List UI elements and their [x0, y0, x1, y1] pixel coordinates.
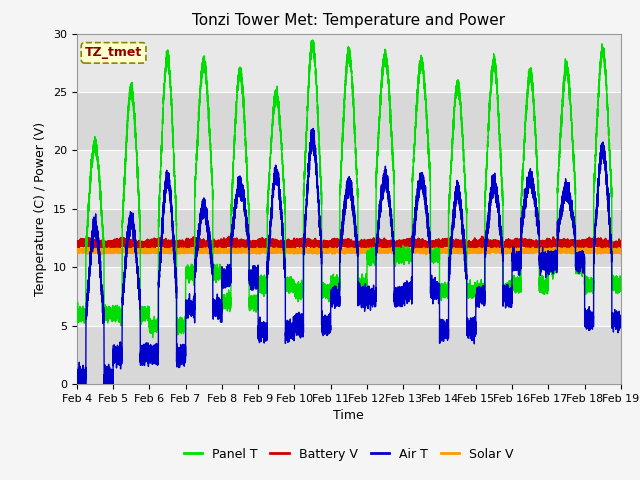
Panel T	[616, 285, 623, 291]
Title: Tonzi Tower Met: Temperature and Power: Tonzi Tower Met: Temperature and Power	[192, 13, 506, 28]
Air T	[609, 329, 617, 335]
Solar V	[317, 249, 325, 255]
Bar	[77, 267, 621, 325]
Solar V	[551, 252, 559, 257]
Air T	[561, 196, 568, 202]
Solar V	[568, 244, 576, 250]
Panel T	[561, 75, 568, 81]
Air T	[309, 126, 317, 132]
Battery V	[73, 242, 81, 248]
Battery V	[617, 239, 625, 244]
Panel T	[149, 335, 157, 340]
Line: Solar V: Solar V	[77, 247, 621, 254]
Text: TZ_tmet: TZ_tmet	[85, 47, 142, 60]
Panel T	[317, 194, 325, 200]
Bar	[77, 34, 621, 92]
X-axis label: Time: Time	[333, 409, 364, 422]
Battery V	[610, 249, 618, 254]
Battery V	[616, 241, 623, 247]
Solar V	[609, 249, 617, 254]
Line: Battery V: Battery V	[77, 237, 621, 252]
Panel T	[309, 37, 317, 43]
Bar	[77, 92, 621, 150]
Bar	[77, 325, 621, 384]
Air T	[546, 253, 554, 259]
Panel T	[617, 288, 625, 294]
Line: Air T: Air T	[77, 129, 621, 384]
Air T	[317, 252, 325, 258]
Solar V	[420, 248, 428, 254]
Y-axis label: Temperature (C) / Power (V): Temperature (C) / Power (V)	[35, 122, 47, 296]
Bar	[77, 150, 621, 209]
Solar V	[73, 248, 81, 254]
Line: Panel T: Panel T	[77, 40, 621, 337]
Air T	[617, 317, 625, 323]
Solar V	[561, 248, 568, 254]
Solar V	[546, 248, 554, 253]
Battery V	[478, 234, 486, 240]
Panel T	[73, 312, 81, 317]
Panel T	[420, 79, 428, 84]
Legend: Panel T, Battery V, Air T, Solar V: Panel T, Battery V, Air T, Solar V	[179, 443, 519, 466]
Solar V	[617, 248, 625, 253]
Air T	[616, 317, 623, 323]
Air T	[73, 381, 81, 387]
Battery V	[546, 242, 554, 248]
Air T	[73, 369, 81, 374]
Battery V	[317, 244, 325, 250]
Battery V	[561, 237, 568, 242]
Air T	[420, 191, 428, 197]
Panel T	[609, 280, 617, 286]
Solar V	[616, 248, 623, 254]
Bar	[77, 209, 621, 267]
Battery V	[609, 242, 617, 248]
Battery V	[420, 243, 428, 249]
Panel T	[546, 262, 554, 268]
